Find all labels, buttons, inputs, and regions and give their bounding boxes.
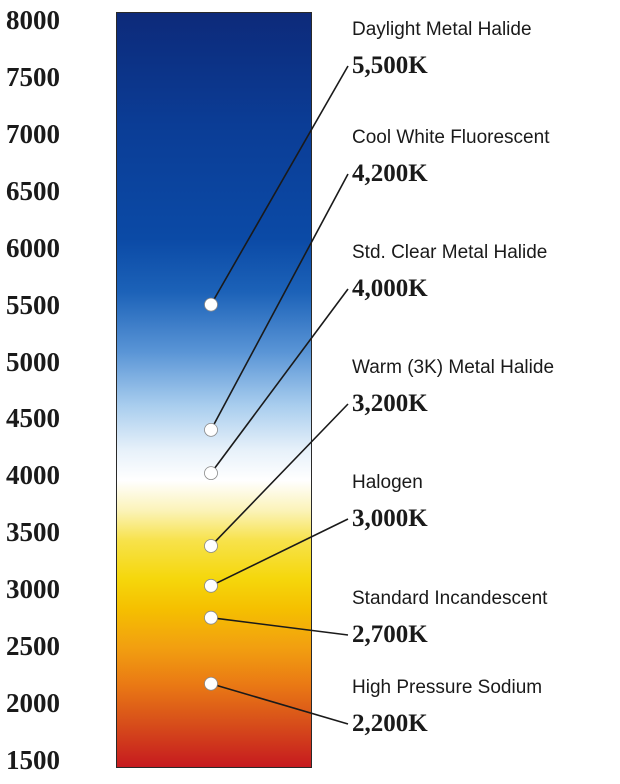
tick-label-7500: 7500 [6,61,60,92]
lamp-name-label: Halogen [352,472,423,493]
lamp-kelvin-label: 3,200K [352,390,428,417]
lamp-kelvin-label: 3,000K [352,505,428,532]
lamp-name-label: Cool White Fluorescent [352,127,550,148]
tick-label-5500: 5500 [6,289,60,320]
lamp-kelvin-label: 2,200K [352,710,428,737]
tick-label-2000: 2000 [6,688,60,719]
tick-label-2500: 2500 [6,631,60,662]
lamp-kelvin-label: 4,000K [352,275,428,302]
lamp-name-label: Warm (3K) Metal Halide [352,357,555,378]
lamp-name-label: Standard Incandescent [352,588,548,609]
tick-label-1500: 1500 [6,745,60,775]
tick-label-3000: 3000 [6,574,60,605]
lamp-name-label: Daylight Metal Halide [352,19,532,40]
tick-label-8000: 8000 [6,5,60,35]
color-temperature-bar [116,12,312,768]
tick-label-5000: 5000 [6,346,60,377]
lamp-kelvin-label: 5,500K [352,52,428,79]
tick-label-4000: 4000 [6,460,60,491]
lamp-name-label: Std. Clear Metal Halide [352,242,548,263]
lamp-name-label: High Pressure Sodium [352,677,543,698]
tick-label-7000: 7000 [6,118,60,149]
lamp-kelvin-label: 4,200K [352,160,428,187]
tick-label-6500: 6500 [6,175,60,206]
tick-label-4500: 4500 [6,403,60,434]
lamp-kelvin-label: 2,700K [352,621,428,648]
tick-label-3500: 3500 [6,517,60,548]
tick-label-6000: 6000 [6,232,60,263]
